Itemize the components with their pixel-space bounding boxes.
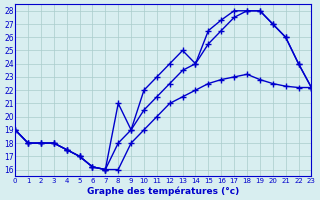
X-axis label: Graphe des températures (°c): Graphe des températures (°c) (87, 186, 239, 196)
